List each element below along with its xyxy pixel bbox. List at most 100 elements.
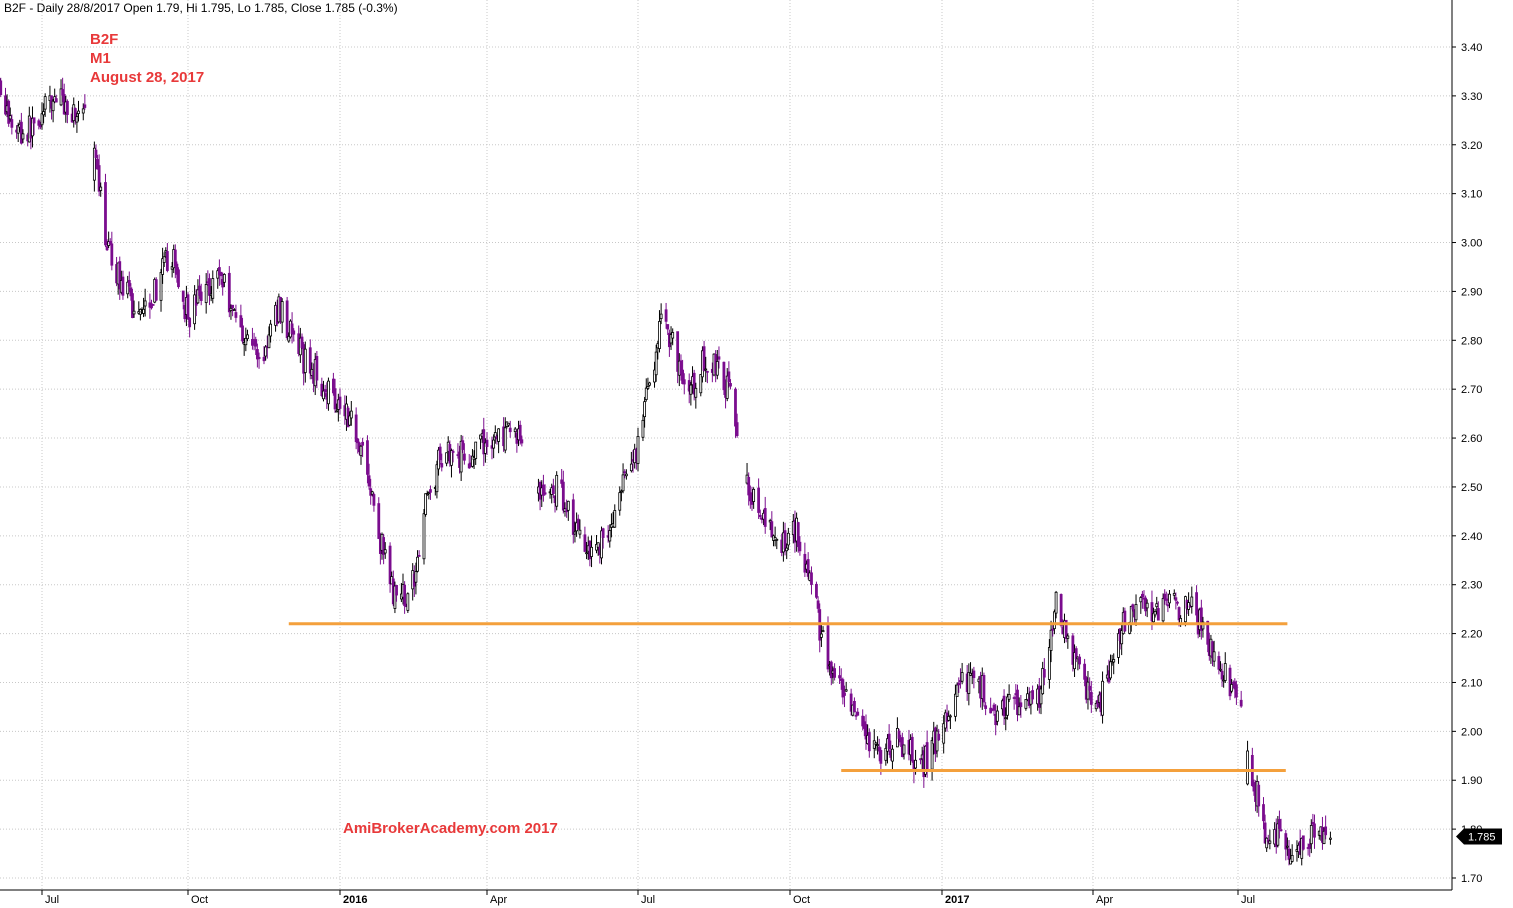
- candle-body: [493, 432, 497, 438]
- candle-body: [196, 289, 200, 304]
- candle-body: [608, 530, 612, 542]
- candle-body: [450, 450, 453, 466]
- candle: [1002, 689, 1006, 725]
- candle: [292, 328, 296, 342]
- candle-body: [300, 336, 304, 348]
- candle-body: [752, 488, 756, 502]
- candle: [681, 359, 685, 385]
- candle: [186, 292, 190, 321]
- candle-body: [967, 672, 971, 694]
- candle: [118, 256, 122, 300]
- candle-body: [1285, 845, 1289, 848]
- candle-body: [231, 304, 235, 309]
- candle-body: [251, 339, 254, 346]
- candle: [705, 370, 709, 384]
- candle-body: [104, 182, 107, 246]
- candle-body: [861, 715, 865, 727]
- candle-body: [671, 332, 675, 339]
- candle: [338, 388, 342, 415]
- candle-body: [159, 272, 163, 301]
- candle: [1287, 840, 1291, 866]
- candle: [388, 542, 392, 593]
- candle: [39, 121, 42, 130]
- candle-body: [699, 374, 703, 394]
- candle-body: [383, 549, 387, 554]
- candle: [1172, 589, 1176, 600]
- candle: [864, 714, 868, 750]
- candle-body: [246, 334, 249, 340]
- candle-body: [492, 439, 496, 449]
- candle-body: [1059, 594, 1063, 626]
- candle-body: [503, 427, 507, 451]
- candle-body: [887, 733, 891, 750]
- candle: [1262, 797, 1265, 830]
- candle-body: [636, 436, 640, 464]
- candle-body: [954, 693, 957, 717]
- candle-body: [867, 732, 871, 752]
- candle-body: [322, 390, 325, 400]
- candle-body: [323, 389, 327, 393]
- candle-body: [600, 530, 603, 559]
- candle-body: [414, 571, 418, 583]
- candle-body: [161, 258, 165, 275]
- candle-body: [658, 321, 661, 349]
- candle-body: [21, 133, 25, 140]
- candle-body: [585, 552, 588, 555]
- candle-body: [31, 117, 34, 137]
- candle-body: [1019, 702, 1023, 708]
- y-tick-label: 3.20: [1461, 140, 1482, 152]
- candle-body: [227, 272, 231, 313]
- candle-body: [646, 386, 650, 389]
- candle-body: [440, 463, 444, 468]
- candle-body: [669, 334, 673, 344]
- candle: [843, 685, 846, 708]
- candle: [624, 469, 628, 480]
- candle: [1324, 815, 1328, 840]
- candle: [874, 741, 878, 751]
- candle-body: [930, 740, 934, 770]
- candle-body: [783, 530, 787, 550]
- candle-body: [348, 415, 352, 426]
- candle-body: [596, 542, 600, 548]
- candle-body: [461, 440, 465, 450]
- candle: [221, 272, 225, 296]
- candle-body: [982, 675, 986, 703]
- candle: [416, 550, 419, 573]
- candle-body: [354, 414, 358, 443]
- candle-body: [1276, 823, 1280, 846]
- candle: [600, 526, 603, 565]
- candle: [1211, 640, 1214, 667]
- candle: [143, 288, 147, 317]
- candle-body: [897, 730, 901, 739]
- candle: [129, 283, 133, 301]
- candle: [555, 471, 559, 511]
- candle-body: [377, 503, 381, 539]
- candle-body: [992, 704, 996, 711]
- candle: [219, 271, 223, 285]
- candle-body: [308, 347, 312, 374]
- candle: [679, 354, 683, 381]
- candle-body: [1083, 663, 1087, 680]
- candle: [320, 377, 324, 398]
- candle: [61, 77, 65, 103]
- candle-body: [1026, 693, 1029, 701]
- y-tick-label: 3.00: [1461, 238, 1482, 250]
- candle-body: [989, 707, 993, 714]
- candle: [578, 519, 582, 539]
- candle: [1174, 592, 1178, 610]
- candle-body: [361, 441, 365, 446]
- candle: [159, 268, 163, 312]
- candle-body: [561, 481, 565, 511]
- candle: [239, 304, 243, 328]
- candle: [910, 733, 914, 763]
- watermark-text: AmiBrokerAcademy.com 2017: [343, 820, 558, 837]
- candle: [902, 744, 906, 760]
- candle-body: [199, 291, 203, 301]
- candle-body: [1219, 668, 1222, 671]
- candle-body: [1177, 607, 1181, 621]
- candle: [1311, 813, 1315, 827]
- candle: [19, 112, 23, 145]
- candle: [287, 332, 291, 343]
- candle-body: [1329, 837, 1332, 840]
- candle: [1006, 693, 1009, 720]
